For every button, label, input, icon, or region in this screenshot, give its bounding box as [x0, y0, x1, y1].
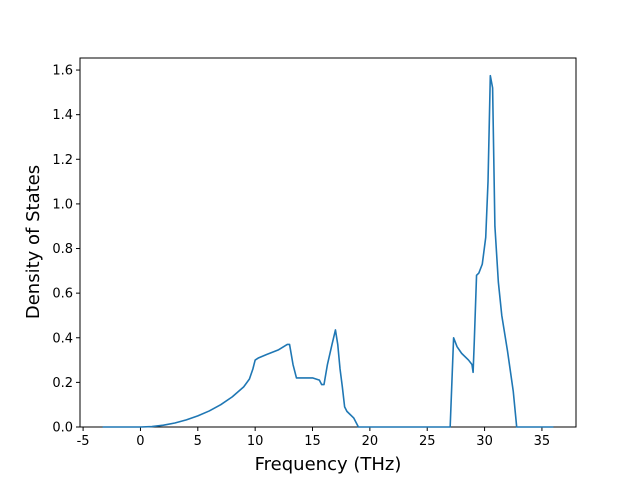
y-tick-label: 0.2	[52, 376, 73, 391]
y-tick-label: 1.6	[52, 64, 73, 79]
y-axis-label: Density of States	[23, 165, 44, 319]
y-tick-label: 1.0	[52, 197, 73, 212]
y-tick-label: 0.4	[52, 331, 73, 346]
x-tick-label: 20	[362, 434, 379, 449]
x-axis-label: Frequency (THz)	[255, 454, 402, 475]
y-tick-label: 1.4	[52, 108, 73, 123]
x-tick-label: 10	[247, 434, 264, 449]
x-tick-label: 30	[476, 434, 493, 449]
x-tick-label: 5	[194, 434, 202, 449]
line	[102, 74, 554, 428]
x-tick-label: -5	[77, 434, 90, 449]
y-tick-label: 0.0	[52, 421, 73, 436]
x-tick-label: 25	[419, 434, 436, 449]
x-tick-label: 35	[534, 434, 551, 449]
plot-frame	[79, 57, 577, 428]
y-tick-label: 1.2	[52, 153, 73, 168]
y-tick-label: 0.6	[52, 287, 73, 302]
x-tick-label: 15	[304, 434, 321, 449]
y-tick-label: 0.8	[52, 242, 73, 257]
x-tick-label: 0	[136, 434, 144, 449]
